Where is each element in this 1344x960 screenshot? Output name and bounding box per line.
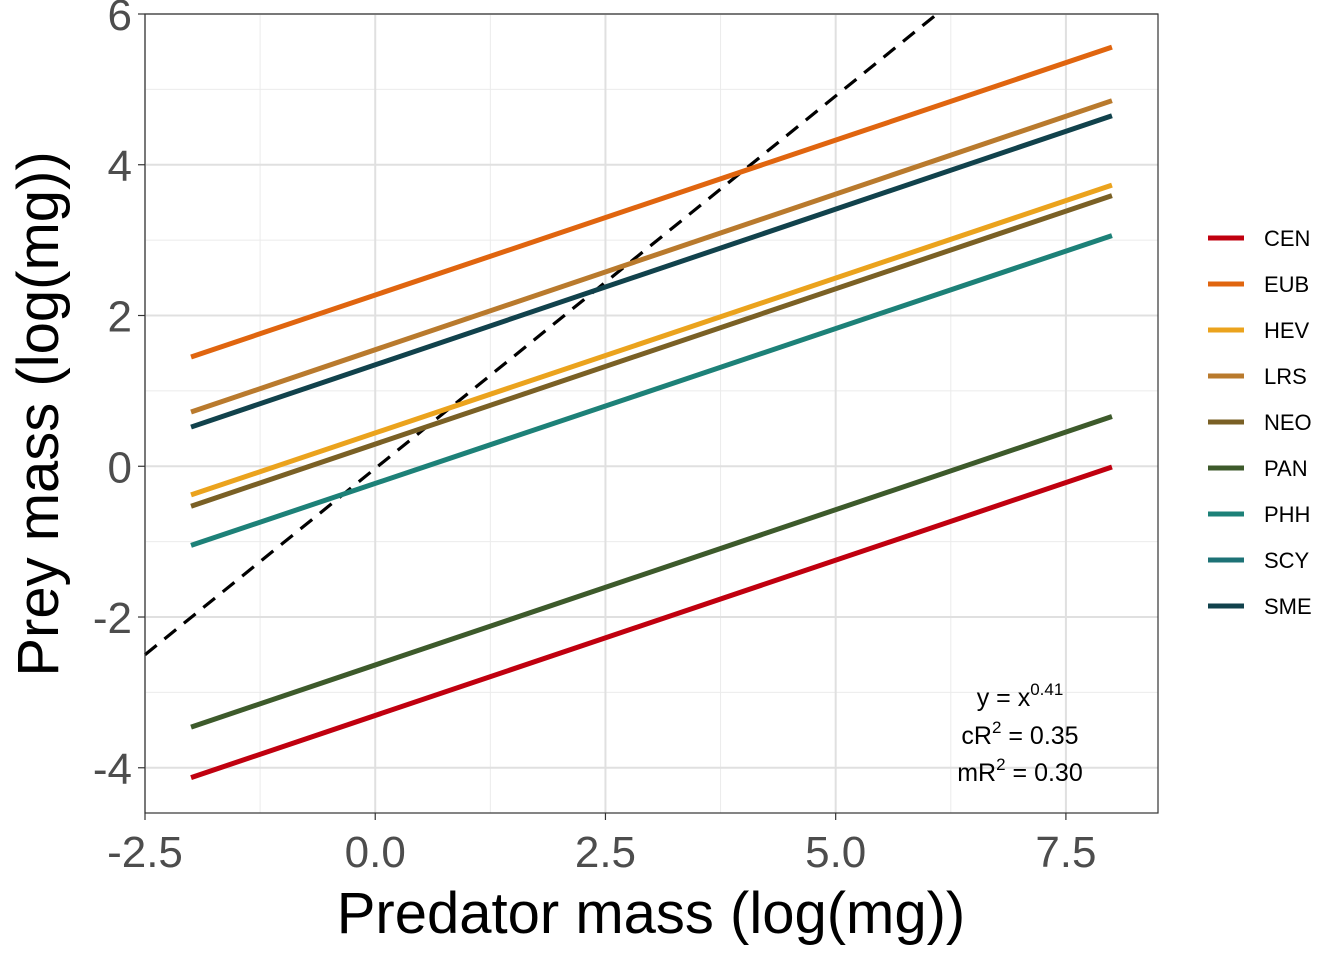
y-axis-title: Prey mass (log(mg)) (6, 151, 71, 676)
legend-label-neo: NEO (1264, 410, 1312, 435)
legend-label-sme: SME (1264, 594, 1312, 619)
x-axis: -2.5 0.0 2.5 5.0 7.5 (107, 813, 1096, 877)
y-tick-label: 4 (108, 142, 132, 191)
x-tick-label: 5.0 (805, 828, 866, 877)
legend-label-eub: EUB (1264, 272, 1309, 297)
series-layer (190, 44, 1113, 780)
annotation: y = x0.41 cR2 = 0.35 mR2 = 0.30 (957, 680, 1083, 787)
legend: CEN EUB HEV LRS NEO PAN PHH SCY SME (1208, 226, 1312, 619)
y-tick-label: -2 (93, 594, 132, 643)
reference-line (143, 12, 938, 656)
series-line-hev (190, 182, 1113, 498)
legend-label-pan: PAN (1264, 456, 1308, 481)
y-tick-label: -4 (93, 745, 132, 794)
grid-major (144, 13, 1158, 813)
series-line-neo (190, 193, 1113, 509)
series-line-eub (190, 44, 1113, 360)
legend-label-lrs: LRS (1264, 364, 1307, 389)
series-line-cen (190, 464, 1113, 780)
annotation-line-1: y = x0.41 (977, 680, 1064, 712)
reference-line-layer (143, 12, 938, 656)
legend-label-scy: SCY (1264, 548, 1310, 573)
y-tick-label: 2 (108, 293, 132, 342)
series-line-sme (190, 113, 1113, 430)
annotation-line-3: mR2 = 0.30 (957, 755, 1083, 787)
x-tick-label: 2.5 (575, 828, 636, 877)
series-line-pan (190, 414, 1113, 730)
x-axis-title: Predator mass (log(mg)) (337, 881, 965, 946)
y-tick-label: 0 (108, 443, 132, 492)
legend-label-hev: HEV (1264, 318, 1310, 343)
y-tick-label: 6 (108, 0, 132, 40)
legend-label-cen: CEN (1264, 226, 1310, 251)
y-axis: -4 -2 0 2 4 6 (93, 0, 145, 794)
panel-border (144, 13, 1159, 814)
annotation-line-2: cR2 = 0.35 (961, 718, 1078, 750)
legend-label-phh: PHH (1264, 502, 1310, 527)
series-line-phh (190, 233, 1113, 548)
x-tick-label: -2.5 (107, 828, 183, 877)
series-line-lrs (190, 98, 1113, 415)
x-tick-label: 7.5 (1035, 828, 1096, 877)
x-tick-label: 0.0 (345, 828, 406, 877)
